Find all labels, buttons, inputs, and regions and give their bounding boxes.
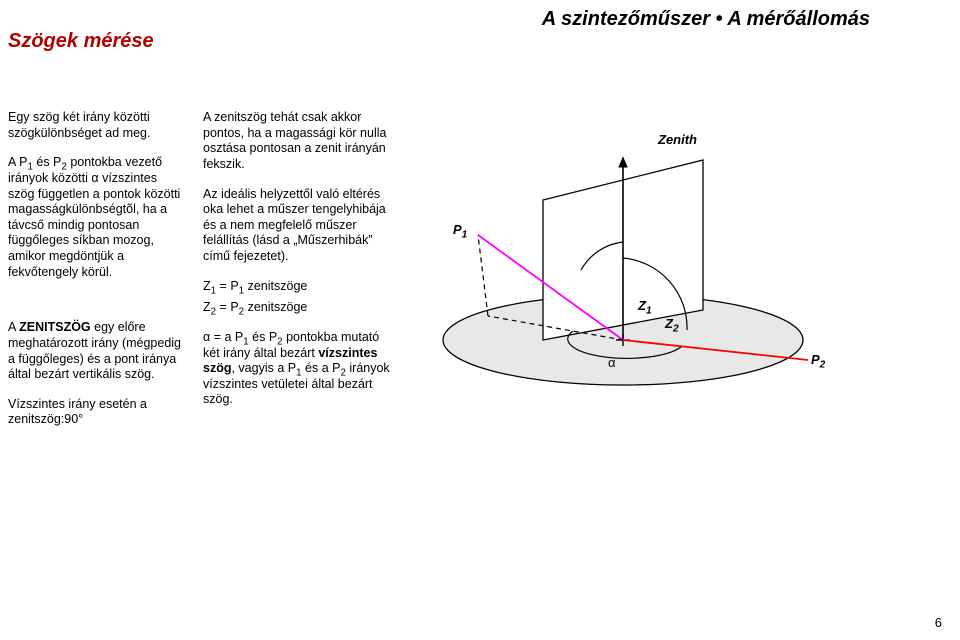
page-number: 6 <box>935 615 942 630</box>
t: Z <box>203 300 211 314</box>
t: pontokba vezető irányok közötti α vízszi… <box>8 155 180 278</box>
t: A P <box>8 155 27 169</box>
t: ZENITSZÖG <box>19 320 91 334</box>
t: α = a P <box>203 330 243 344</box>
t: zenitszöge <box>244 279 307 293</box>
label-z1: Z1 <box>638 298 652 314</box>
page-title: Szögek mérése <box>8 30 154 53</box>
column-1: Egy szög két irány közötti szögkülönbség… <box>8 110 203 442</box>
column-3: Zenith P1 P2 Z1 Z2 α <box>413 110 952 442</box>
col2-z2: Z2 = P2 zenitszöge <box>203 300 395 316</box>
col1-p2: A P1 és P2 pontokba vezető irányok közöt… <box>8 155 185 280</box>
proj-p1v <box>478 235 488 316</box>
col2-p2: Az ideális helyzettől való eltérés oka l… <box>203 187 395 265</box>
col1-p4: Vízszintes irány esetén a zenitszög:90° <box>8 397 185 428</box>
zenith-diagram-svg <box>413 130 833 460</box>
content-columns: Egy szög két irány közötti szögkülönbség… <box>8 110 952 442</box>
t: zenitszöge <box>244 300 307 314</box>
t: = P <box>216 300 239 314</box>
t: Z <box>203 279 211 293</box>
label-z2: Z2 <box>665 316 679 332</box>
t: és P <box>33 155 62 169</box>
t: és P <box>249 330 278 344</box>
col2-p3: α = a P1 és P2 pontokba mutató két irány… <box>203 330 395 408</box>
column-2: A zenitszög tehát csak akkor pontos, ha … <box>203 110 413 442</box>
label-zenith: Zenith <box>658 132 697 148</box>
zenith-diagram: Zenith P1 P2 Z1 Z2 α <box>413 130 833 460</box>
breadcrumb-right: A szintezőműszer • A mérőállomás <box>542 8 870 31</box>
t: és a P <box>302 361 341 375</box>
t: = P <box>216 279 239 293</box>
t: A <box>8 320 19 334</box>
label-p2: P2 <box>811 352 825 368</box>
label-alpha: α <box>608 355 616 371</box>
col2-p1: A zenitszög tehát csak akkor pontos, ha … <box>203 110 395 173</box>
t: , vagyis a P <box>231 361 296 375</box>
col1-p1: Egy szög két irány közötti szögkülönbség… <box>8 110 185 141</box>
col2-z1: Z1 = P1 zenitszöge <box>203 279 395 295</box>
col1-p3: A ZENITSZÖG egy előre meghatározott irán… <box>8 320 185 383</box>
label-p1: P1 <box>453 222 467 238</box>
